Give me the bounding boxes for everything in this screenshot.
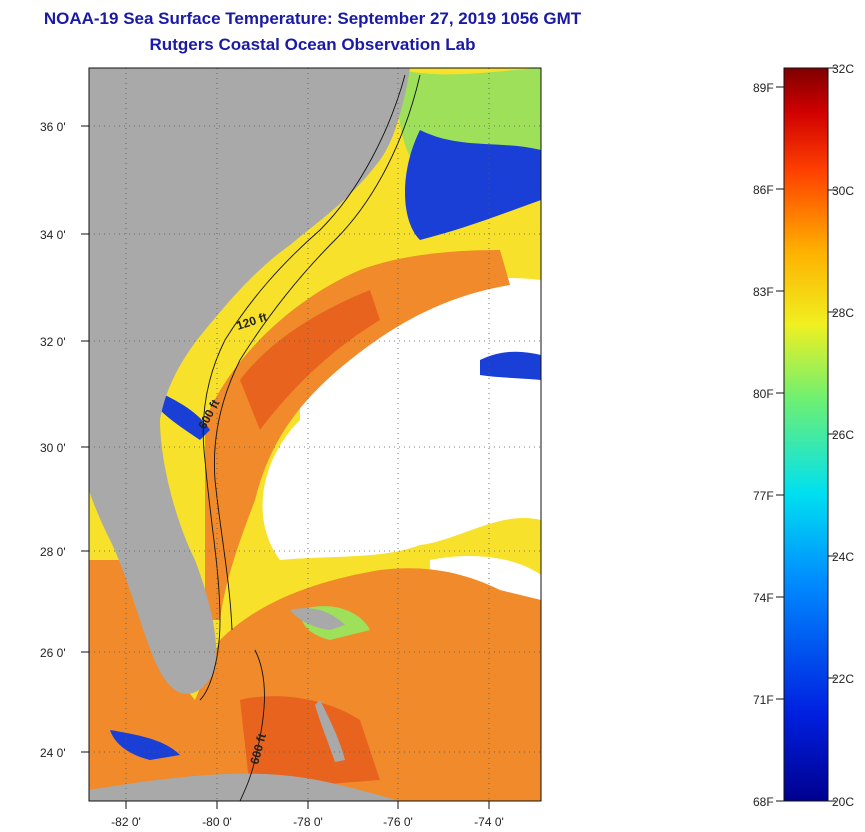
colorbar-c-label: 30C — [832, 184, 854, 198]
cold-patch-east — [480, 351, 541, 380]
map-field: 120 ft 600 ft 600 ft — [89, 68, 541, 801]
colorbar-ticks — [776, 67, 836, 802]
lat-label: 32 0' — [40, 335, 66, 349]
southern-hot-water — [240, 696, 380, 790]
map-subtitle: Rutgers Coastal Ocean Observation Lab — [149, 35, 476, 54]
colorbar-scale — [783, 67, 829, 802]
cold-patch-coast — [160, 395, 210, 440]
colorbar-f-label: 89F — [753, 81, 774, 95]
lon-label: -74 0' — [474, 815, 504, 829]
lat-label: 24 0' — [40, 746, 66, 760]
colorbar-c-label: 20C — [832, 795, 854, 809]
land-cuba — [89, 773, 400, 801]
colorbar-f-label: 68F — [753, 795, 774, 809]
colorbar: 89F 86F 83F 80F 77F 74F 71F 68F 32C 30C … — [753, 62, 854, 809]
lat-label: 34 0' — [40, 228, 66, 242]
land-bahamas-2 — [315, 700, 345, 762]
map-frame — [88, 67, 542, 802]
cold-patch-south — [110, 730, 180, 760]
contour-600ft — [213, 74, 421, 631]
lat-label: 26 0' — [40, 646, 66, 660]
colorbar-f-label: 80F — [753, 387, 774, 401]
cold-water-north — [405, 130, 541, 240]
southern-warm-water — [89, 560, 541, 801]
lat-label: 36 0' — [40, 120, 66, 134]
contour-120ft — [199, 74, 406, 701]
lon-label: -80 0' — [202, 815, 232, 829]
lon-label: -82 0' — [111, 815, 141, 829]
colorbar-f-label: 83F — [753, 285, 774, 299]
lat-label: 28 0' — [40, 545, 66, 559]
map-title: NOAA-19 Sea Surface Temperature: Septemb… — [43, 9, 582, 28]
gulf-stream-core — [240, 290, 380, 430]
colorbar-c-label: 32C — [832, 62, 854, 76]
contour-600ft-south — [239, 649, 265, 801]
colorbar-f-label: 86F — [753, 183, 774, 197]
colorbar-f-label: 77F — [753, 489, 774, 503]
lon-label: -78 0' — [293, 815, 323, 829]
colorbar-f-label: 71F — [753, 693, 774, 707]
colorbar-c-label: 24C — [832, 550, 854, 564]
colorbar-f-label: 74F — [753, 591, 774, 605]
land-bahamas-1 — [290, 608, 345, 630]
map-ticks — [81, 125, 490, 809]
colorbar-c-label: 26C — [832, 428, 854, 442]
lon-label: -76 0' — [383, 815, 413, 829]
colorbar-c-label: 28C — [832, 306, 854, 320]
colorbar-c-label: 22C — [832, 672, 854, 686]
lat-label: 30 0' — [40, 441, 66, 455]
land-southeast-us — [89, 68, 410, 694]
graticule — [89, 68, 541, 801]
